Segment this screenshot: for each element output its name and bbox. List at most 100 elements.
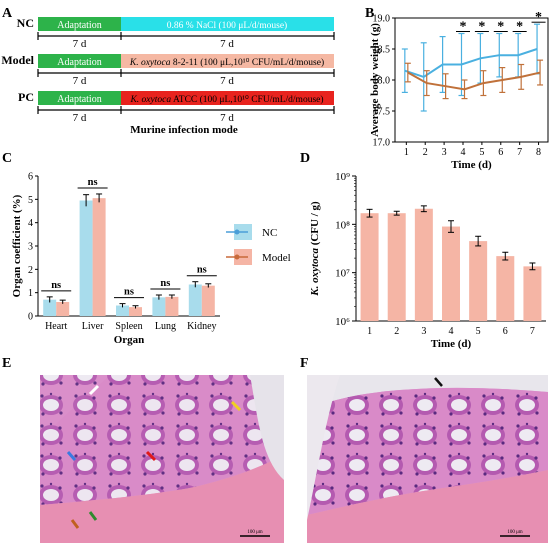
group-label: PC bbox=[18, 90, 34, 104]
lumen-right bbox=[250, 375, 284, 480]
y-tick-label: 0 bbox=[28, 312, 33, 323]
bar bbox=[414, 208, 433, 321]
significance-star: * bbox=[478, 20, 485, 35]
x-tick-label: 3 bbox=[421, 326, 426, 337]
bar bbox=[188, 284, 202, 316]
x-tick-label: 8 bbox=[536, 147, 541, 158]
x-axis-label: Time (d) bbox=[431, 338, 472, 350]
ns-label: ns bbox=[124, 287, 134, 298]
y-tick-label: 1 bbox=[28, 288, 33, 299]
x-tick-label: 6 bbox=[498, 147, 503, 158]
x-tick-label: 1 bbox=[404, 147, 409, 158]
x-tick-label: Spleen bbox=[115, 321, 142, 332]
y-tick-label: 5 bbox=[28, 195, 33, 206]
phase2-duration: 7 d bbox=[220, 38, 234, 50]
bar bbox=[152, 297, 166, 316]
y-tick-label: 4 bbox=[28, 218, 33, 229]
y-tick-label: 10⁹ bbox=[335, 171, 350, 183]
protocol-caption: Murine infection mode bbox=[130, 124, 238, 136]
bar bbox=[469, 241, 488, 321]
group-label: NC bbox=[17, 16, 34, 30]
legend-label: Model bbox=[262, 252, 291, 264]
significance-star: * bbox=[497, 20, 504, 35]
crypt-region bbox=[40, 375, 284, 505]
plot-frame bbox=[394, 17, 549, 143]
histology-image-e: E 100 μm bbox=[2, 356, 284, 543]
scale-bar-label-e: 100 μm bbox=[247, 530, 262, 535]
protocol-panel: A NC Adaptation 0.86 % NaCl (100 μL/d/mous… bbox=[1, 6, 335, 136]
scale-bar-label-f: 100 μm bbox=[507, 530, 522, 535]
x-axis-label: Organ bbox=[114, 334, 145, 346]
y-tick-label: 2 bbox=[28, 265, 33, 276]
treatment-label: K. oxytoca 8-2-11 (100 μL,10¹⁰ CFU/mL/d/… bbox=[129, 57, 324, 68]
panel-label-e: E bbox=[2, 356, 11, 371]
ns-label: ns bbox=[160, 278, 170, 289]
phase2-duration: 7 d bbox=[220, 112, 234, 124]
adaptation-bar bbox=[38, 91, 121, 105]
legend-label: NC bbox=[262, 227, 277, 239]
panel-label-d: D bbox=[300, 151, 310, 166]
ns-label: ns bbox=[88, 177, 98, 188]
panel-label-b: B bbox=[365, 6, 374, 21]
y-tick-label: 10⁸ bbox=[335, 219, 350, 231]
bar bbox=[43, 299, 57, 316]
adaptation-bar bbox=[38, 54, 121, 68]
x-tick-label: 7 bbox=[517, 147, 522, 158]
blue-arrow bbox=[66, 451, 77, 461]
series-line bbox=[404, 48, 538, 79]
y-tick-label: 10⁷ bbox=[335, 268, 350, 280]
panel-label-c: C bbox=[2, 151, 12, 166]
panel-label-a: A bbox=[2, 6, 13, 21]
ns-label: ns bbox=[197, 265, 207, 276]
treatment-strain: K. oxytoca bbox=[129, 58, 171, 68]
x-tick-label: 6 bbox=[503, 326, 508, 337]
organ-coefficient-chart: C 0 1 2 3 4 5 6 Organ coefficient (%) Heart ns Liv… bbox=[2, 151, 291, 346]
treatment-dose: ATCC (100 μL,10¹⁰ CFU/mL/d/mouse) bbox=[171, 94, 323, 105]
bar bbox=[129, 307, 142, 316]
legend-marker bbox=[234, 254, 240, 260]
bar bbox=[79, 200, 93, 316]
y-tick-label: 6 bbox=[28, 172, 33, 183]
bar bbox=[523, 266, 542, 321]
bar bbox=[387, 213, 406, 321]
significance-star: * bbox=[516, 20, 523, 35]
treatment-dose: 0.86 % NaCl (100 μL/d/mouse) bbox=[167, 20, 287, 31]
black-arrow bbox=[434, 377, 443, 387]
red-arrow bbox=[145, 450, 157, 462]
x-tick-label: Lung bbox=[155, 321, 176, 332]
legend-marker bbox=[234, 229, 240, 235]
lumen-area bbox=[307, 375, 548, 410]
phase1-duration: 7 d bbox=[73, 75, 87, 87]
y-axis-label-unit: (CFU / g) bbox=[309, 201, 321, 248]
y-tick-label: 3 bbox=[28, 242, 33, 253]
x-tick-label: 1 bbox=[367, 326, 372, 337]
x-tick-label: 7 bbox=[530, 326, 535, 337]
x-tick-label: Liver bbox=[82, 321, 104, 332]
x-tick-label: 2 bbox=[423, 147, 428, 158]
x-tick-label: 4 bbox=[461, 147, 466, 158]
x-tick-label: 3 bbox=[442, 147, 447, 158]
treatment-bar bbox=[121, 54, 334, 68]
histology-image-f: F 100 μm bbox=[300, 356, 548, 543]
bar bbox=[360, 213, 379, 321]
y-tick-label: 18.5 bbox=[373, 45, 391, 56]
y-tick-label: 17.0 bbox=[373, 138, 391, 149]
x-tick-label: 4 bbox=[449, 326, 454, 337]
brown-arrow bbox=[70, 519, 80, 529]
y-axis-label: Average body weight (g) bbox=[369, 23, 381, 137]
bar bbox=[201, 285, 215, 316]
green-arrow bbox=[88, 511, 98, 521]
body-weight-chart: B 17.0 17.5 18.0 18.5 19.0 1 2 3 4 5 6 7 8 Time (d) Av… bbox=[365, 6, 549, 171]
y-tick-label: 19.0 bbox=[373, 14, 391, 25]
y-tick-label: 10⁶ bbox=[335, 316, 350, 328]
yellow-arrow bbox=[230, 400, 242, 412]
treatment-dose: 8-2-11 (100 μL,10¹⁰ CFU/mL/d/mouse) bbox=[171, 57, 325, 68]
group-label: Model bbox=[1, 53, 34, 67]
x-tick-label: Heart bbox=[45, 321, 67, 332]
phase1-duration: 7 d bbox=[73, 112, 87, 124]
bar bbox=[116, 305, 129, 316]
bacterial-load-chart: D 10⁶ 10⁷ 10⁸ 10⁹ K. oxytoca (CFU / g) 1 2 3 4 5 6… bbox=[300, 151, 546, 350]
treatment-bar bbox=[121, 17, 334, 31]
phase1-duration: 7 d bbox=[73, 38, 87, 50]
